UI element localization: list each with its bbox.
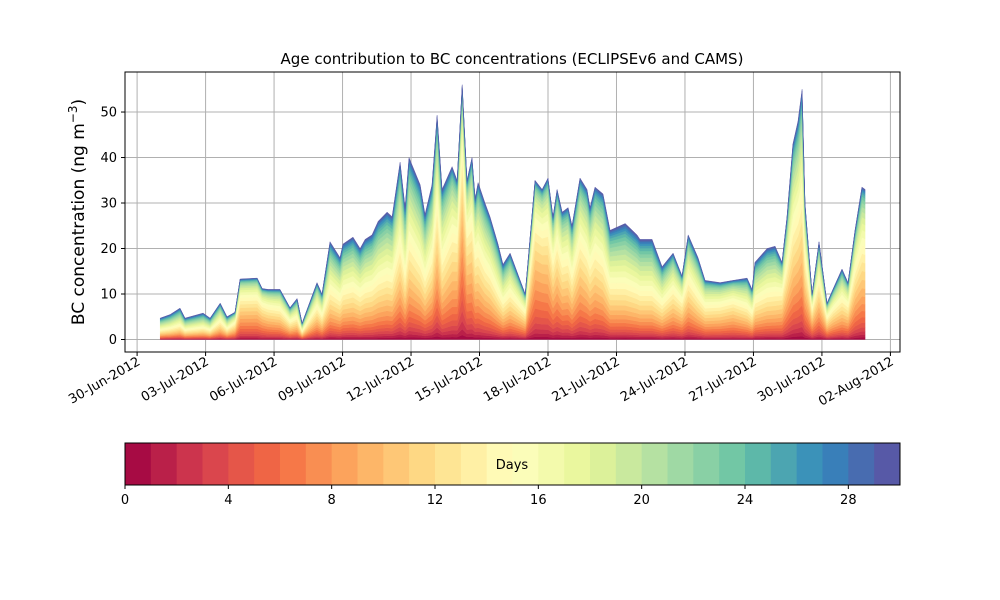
colorbar-bin-20 [641, 443, 668, 485]
x-tick-label: 27-Jul-2012 [687, 354, 760, 405]
colorbar-tick-label: 12 [427, 493, 444, 508]
colorbar-tick-label: 28 [840, 493, 857, 508]
colorbar-bin-21 [667, 443, 694, 485]
x-tick-label: 12-Jul-2012 [344, 354, 417, 405]
colorbar-bin-2 [176, 443, 203, 485]
x-tick-label: 06-Jul-2012 [207, 354, 280, 405]
y-tick-label: 40 [100, 151, 117, 166]
colorbar-bin-5 [254, 443, 281, 485]
colorbar-bin-3 [202, 443, 229, 485]
colorbar-bin-11 [409, 443, 436, 485]
colorbar-tick-label: 0 [121, 493, 129, 508]
colorbar-bin-23 [719, 443, 746, 485]
x-tick-label: 02-Aug-2012 [816, 354, 896, 409]
x-tick-label: 24-Jul-2012 [618, 354, 691, 405]
y-axis-label-text: BC concentration (ng m [69, 123, 89, 325]
x-axis: 30-Jun-201203-Jul-201206-Jul-201209-Jul-… [66, 352, 896, 410]
colorbar-ticks: 0 4 8 12 16 20 24 28 [121, 485, 857, 508]
colorbar-bin-15 [512, 443, 539, 485]
x-tick-label: 09-Jul-2012 [276, 354, 349, 405]
y-axis: 0 10 20 30 40 50 [100, 106, 125, 348]
colorbar-bin-14 [486, 443, 513, 485]
colorbar-bin-25 [770, 443, 798, 485]
x-tick-label: 21-Jul-2012 [550, 354, 623, 405]
colorbar-tick-label: 8 [328, 493, 336, 508]
y-axis-label-close: ) [69, 99, 89, 106]
colorbar-bin-18 [590, 443, 617, 485]
y-tick-label: 50 [100, 106, 117, 121]
colorbar-bin-7 [305, 443, 333, 485]
colorbar-tick-label: 16 [530, 493, 547, 508]
colorbar-label: Days [496, 458, 529, 473]
stacked-areas [160, 84, 866, 340]
colorbar-tick-label: 4 [224, 493, 232, 508]
colorbar-bin-16 [538, 443, 565, 485]
colorbar-bin-19 [615, 443, 643, 485]
y-axis-label: BC concentration (ng m−3) [66, 99, 89, 325]
colorbar-bin-27 [822, 443, 849, 485]
plot-frame [124, 71, 901, 353]
colorbar [125, 443, 901, 485]
y-tick-label: 0 [109, 333, 117, 348]
age-layer-29 [160, 84, 866, 325]
chart-title: Age contribution to BC concentrations (E… [281, 50, 744, 68]
y-tick-label: 30 [100, 197, 117, 212]
colorbar-tick-label: 20 [633, 493, 650, 508]
x-tick-label: 18-Jul-2012 [481, 354, 554, 405]
colorbar-bin-8 [331, 443, 358, 485]
colorbar-bin-22 [693, 443, 720, 485]
colorbar-bin-0 [125, 443, 152, 485]
colorbar-bin-6 [280, 443, 307, 485]
colorbar-bin-29 [874, 443, 901, 485]
x-tick-label: 15-Jul-2012 [413, 354, 486, 405]
colorbar-bin-4 [228, 443, 255, 485]
colorbar-tick-label: 24 [737, 493, 754, 508]
colorbar-bin-1 [150, 443, 178, 485]
colorbar-bin-13 [460, 443, 488, 485]
y-tick-label: 10 [100, 287, 117, 302]
colorbar-bin-9 [357, 443, 384, 485]
x-tick-label: 30-Jun-2012 [66, 354, 143, 407]
colorbar-bin-17 [564, 443, 591, 485]
colorbar-bin-28 [848, 443, 875, 485]
y-axis-label-sup: −3 [66, 105, 80, 123]
colorbar-bin-26 [796, 443, 823, 485]
colorbar-bin-24 [745, 443, 772, 485]
x-tick-label: 03-Jul-2012 [139, 354, 212, 405]
colorbar-bin-12 [435, 443, 462, 485]
y-tick-label: 20 [100, 242, 117, 257]
colorbar-frame [124, 442, 901, 486]
colorbar-bin-10 [383, 443, 410, 485]
